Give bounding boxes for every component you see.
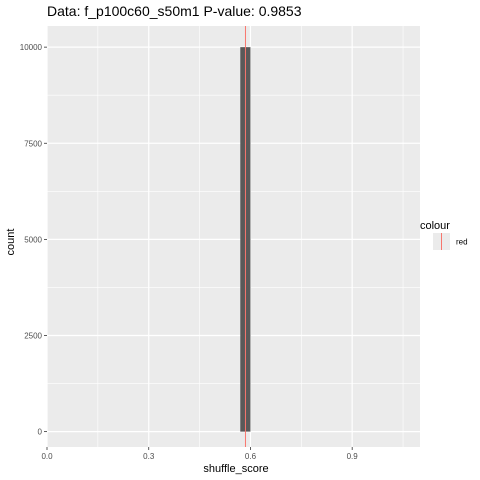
legend-title: colour [420, 220, 450, 232]
legend-label-red: red [456, 238, 468, 247]
y-axis-title: count [5, 229, 17, 256]
x-tick-label: 0.0 [41, 452, 53, 461]
minor-gridlines [47, 26, 420, 447]
plot-panel [47, 26, 420, 447]
x-tick-label: 0.6 [245, 452, 257, 461]
y-tick-label: 10000 [20, 43, 43, 52]
y-tick-label: 2500 [24, 332, 42, 341]
y-axis-ticks: 0 2500 5000 7500 10000 [20, 43, 47, 437]
chart-title: Data: f_p100c60_s50m1 P-value: 0.9853 [47, 3, 302, 19]
y-tick-label: 7500 [24, 139, 42, 148]
y-tick-label: 5000 [24, 235, 42, 244]
x-tick-label: 0.9 [347, 452, 359, 461]
legend: colour red [420, 220, 468, 250]
x-tick-label: 0.3 [143, 452, 155, 461]
histogram-bar-1 [245, 47, 251, 432]
histogram-bar-0 [240, 47, 246, 432]
histogram-bars [240, 47, 251, 432]
x-axis-ticks: 0.0 0.3 0.6 0.9 [41, 447, 358, 461]
y-tick-label: 0 [38, 428, 43, 437]
x-axis-title: shuffle_score [203, 463, 268, 475]
